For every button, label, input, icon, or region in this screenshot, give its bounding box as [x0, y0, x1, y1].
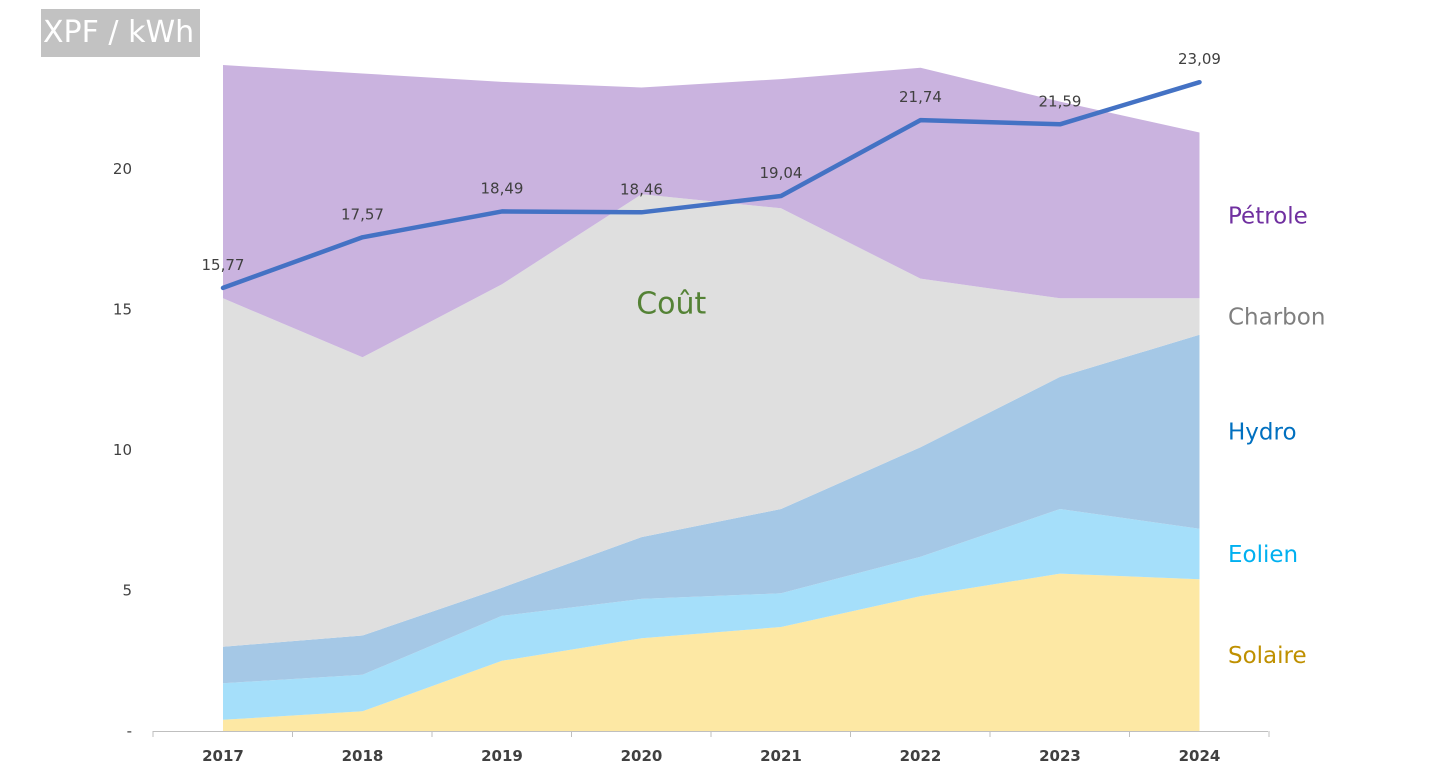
- series-label-eolien: Eolien: [1228, 542, 1298, 568]
- cost-line-layer: [220, 79, 1202, 291]
- series-label-petrole: Pétrole: [1228, 203, 1308, 229]
- y-tick-label: 20: [113, 160, 132, 178]
- x-tick-label: 2018: [342, 747, 384, 765]
- x-tick-label: 2020: [621, 747, 663, 765]
- x-tick-label: 2019: [481, 747, 523, 765]
- axes: 2017 2018 2019 2020 2021 2022 2023 2024 - 5 10 15 20: [113, 160, 1270, 765]
- area-hydro: [223, 334, 1200, 684]
- x-tick-label: 2023: [1039, 747, 1081, 765]
- line-cout: [220, 79, 1202, 291]
- data-label: 17,57: [341, 205, 384, 223]
- x-tick-label: 2021: [760, 747, 802, 765]
- y-tick-label: 15: [113, 301, 132, 319]
- stacked-areas: [223, 65, 1200, 731]
- data-label: 21,74: [899, 88, 942, 106]
- data-label: 15,77: [202, 256, 245, 274]
- area-solaire: [223, 573, 1200, 731]
- series-label-solaire: Solaire: [1228, 643, 1307, 669]
- y-tick-label: 5: [122, 582, 132, 600]
- series-label-hydro: Hydro: [1228, 420, 1297, 446]
- series-label-cout: Coût: [636, 287, 706, 322]
- area-eolien: [223, 509, 1200, 720]
- x-tick-label: 2022: [900, 747, 942, 765]
- data-label: 18,46: [620, 180, 663, 198]
- area-petrole: [223, 65, 1200, 358]
- series-label-charbon: Charbon: [1228, 305, 1325, 331]
- data-label: 18,49: [481, 179, 524, 197]
- data-label: 21,59: [1039, 92, 1082, 110]
- y-tick-label: 10: [113, 441, 132, 459]
- area-charbon: [223, 194, 1200, 647]
- data-label: 23,09: [1178, 50, 1221, 68]
- x-tick-label: 2017: [202, 747, 244, 765]
- labels: 15,77 17,57 18,49 18,46 19,04 21,74 21,59 23,09…: [202, 50, 1326, 669]
- x-tick-label: 2024: [1179, 747, 1221, 765]
- unit-label: XPF / kWh: [41, 9, 200, 57]
- data-label: 19,04: [760, 164, 803, 182]
- y-tick-label: -: [127, 722, 132, 740]
